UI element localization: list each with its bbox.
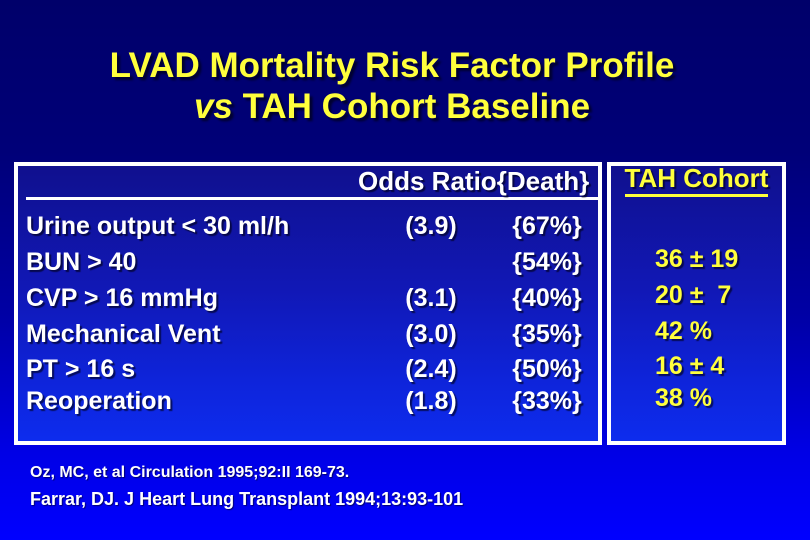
- row-label: Reoperation: [26, 387, 172, 415]
- odds-ratio-value: (1.8): [405, 387, 457, 415]
- table-row: CVP > 16 mmHg (3.1) {40%}: [18, 280, 598, 316]
- page-title-line2-rest: TAH Cohort Baseline: [242, 86, 591, 126]
- citation-oz: Oz, MC, et al Circulation 1995;92:II 169…: [30, 464, 350, 481]
- odds-ratio-value: (3.9): [405, 211, 457, 240]
- page-title: LVAD Mortality Risk Factor Profile vs TA…: [0, 46, 784, 128]
- death-header: {Death}: [496, 166, 590, 196]
- table-row: Mechanical Vent (3.0) {35%}: [18, 316, 598, 352]
- death-rate-value: {50%}: [512, 354, 582, 383]
- tah-cohort-panel: TAH Cohort 36 ± 19 20 ± 7 42 % 16 ± 4 38…: [607, 162, 786, 445]
- citation-farrar: Farrar, DJ. J Heart Lung Transplant 1994…: [30, 489, 464, 509]
- tah-value: 36 ± 19: [655, 244, 739, 273]
- table-row: Reoperation (1.8) {33%}: [18, 386, 598, 417]
- tah-cohort-values: 36 ± 19 20 ± 7 42 % 16 ± 4 38 %: [611, 197, 782, 414]
- row-label: BUN > 40: [26, 247, 137, 276]
- death-rate-value: {35%}: [512, 319, 582, 348]
- row-label: CVP > 16 mmHg: [26, 283, 218, 312]
- risk-factor-table: Odds Ratio {Death} Urine output < 30 ml/…: [14, 162, 602, 445]
- tah-value: 16 ± 4: [655, 351, 725, 380]
- tah-value: 38 %: [655, 384, 712, 412]
- row-label: Mechanical Vent: [26, 319, 221, 348]
- row-label: Urine output < 30 ml/h: [26, 211, 290, 240]
- odds-ratio-value: (2.4): [405, 354, 457, 383]
- table-row: Urine output < 30 ml/h (3.9) {67%}: [18, 208, 598, 244]
- death-rate-value: {54%}: [512, 247, 582, 276]
- odds-ratio-value: (3.0): [405, 319, 457, 348]
- tah-cohort-header-row: TAH Cohort: [615, 163, 778, 197]
- table-header-row: Odds Ratio {Death}: [26, 166, 598, 200]
- table-row: PT > 16 s (2.4) {50%}: [18, 352, 598, 386]
- table-body: Urine output < 30 ml/h (3.9) {67%} BUN >…: [18, 200, 598, 417]
- table-row: BUN > 40 {54%}: [18, 244, 598, 280]
- death-rate-value: {40%}: [512, 283, 582, 312]
- death-rate-value: {67%}: [512, 211, 582, 240]
- page-title-line1: LVAD Mortality Risk Factor Profile: [109, 46, 675, 85]
- tah-cohort-header: TAH Cohort: [624, 163, 769, 197]
- tah-value: 42 %: [655, 316, 712, 345]
- odds-ratio-header: Odds Ratio: [358, 166, 497, 196]
- page-title-vs: vs: [193, 86, 233, 126]
- odds-ratio-value: (3.1): [405, 283, 457, 312]
- tah-value: [655, 205, 782, 241]
- page-title-line2: vs TAH Cohort Baseline: [0, 87, 784, 128]
- row-label: PT > 16 s: [26, 354, 136, 383]
- death-rate-value: {33%}: [512, 387, 582, 415]
- tah-value: 20 ± 7: [655, 280, 732, 309]
